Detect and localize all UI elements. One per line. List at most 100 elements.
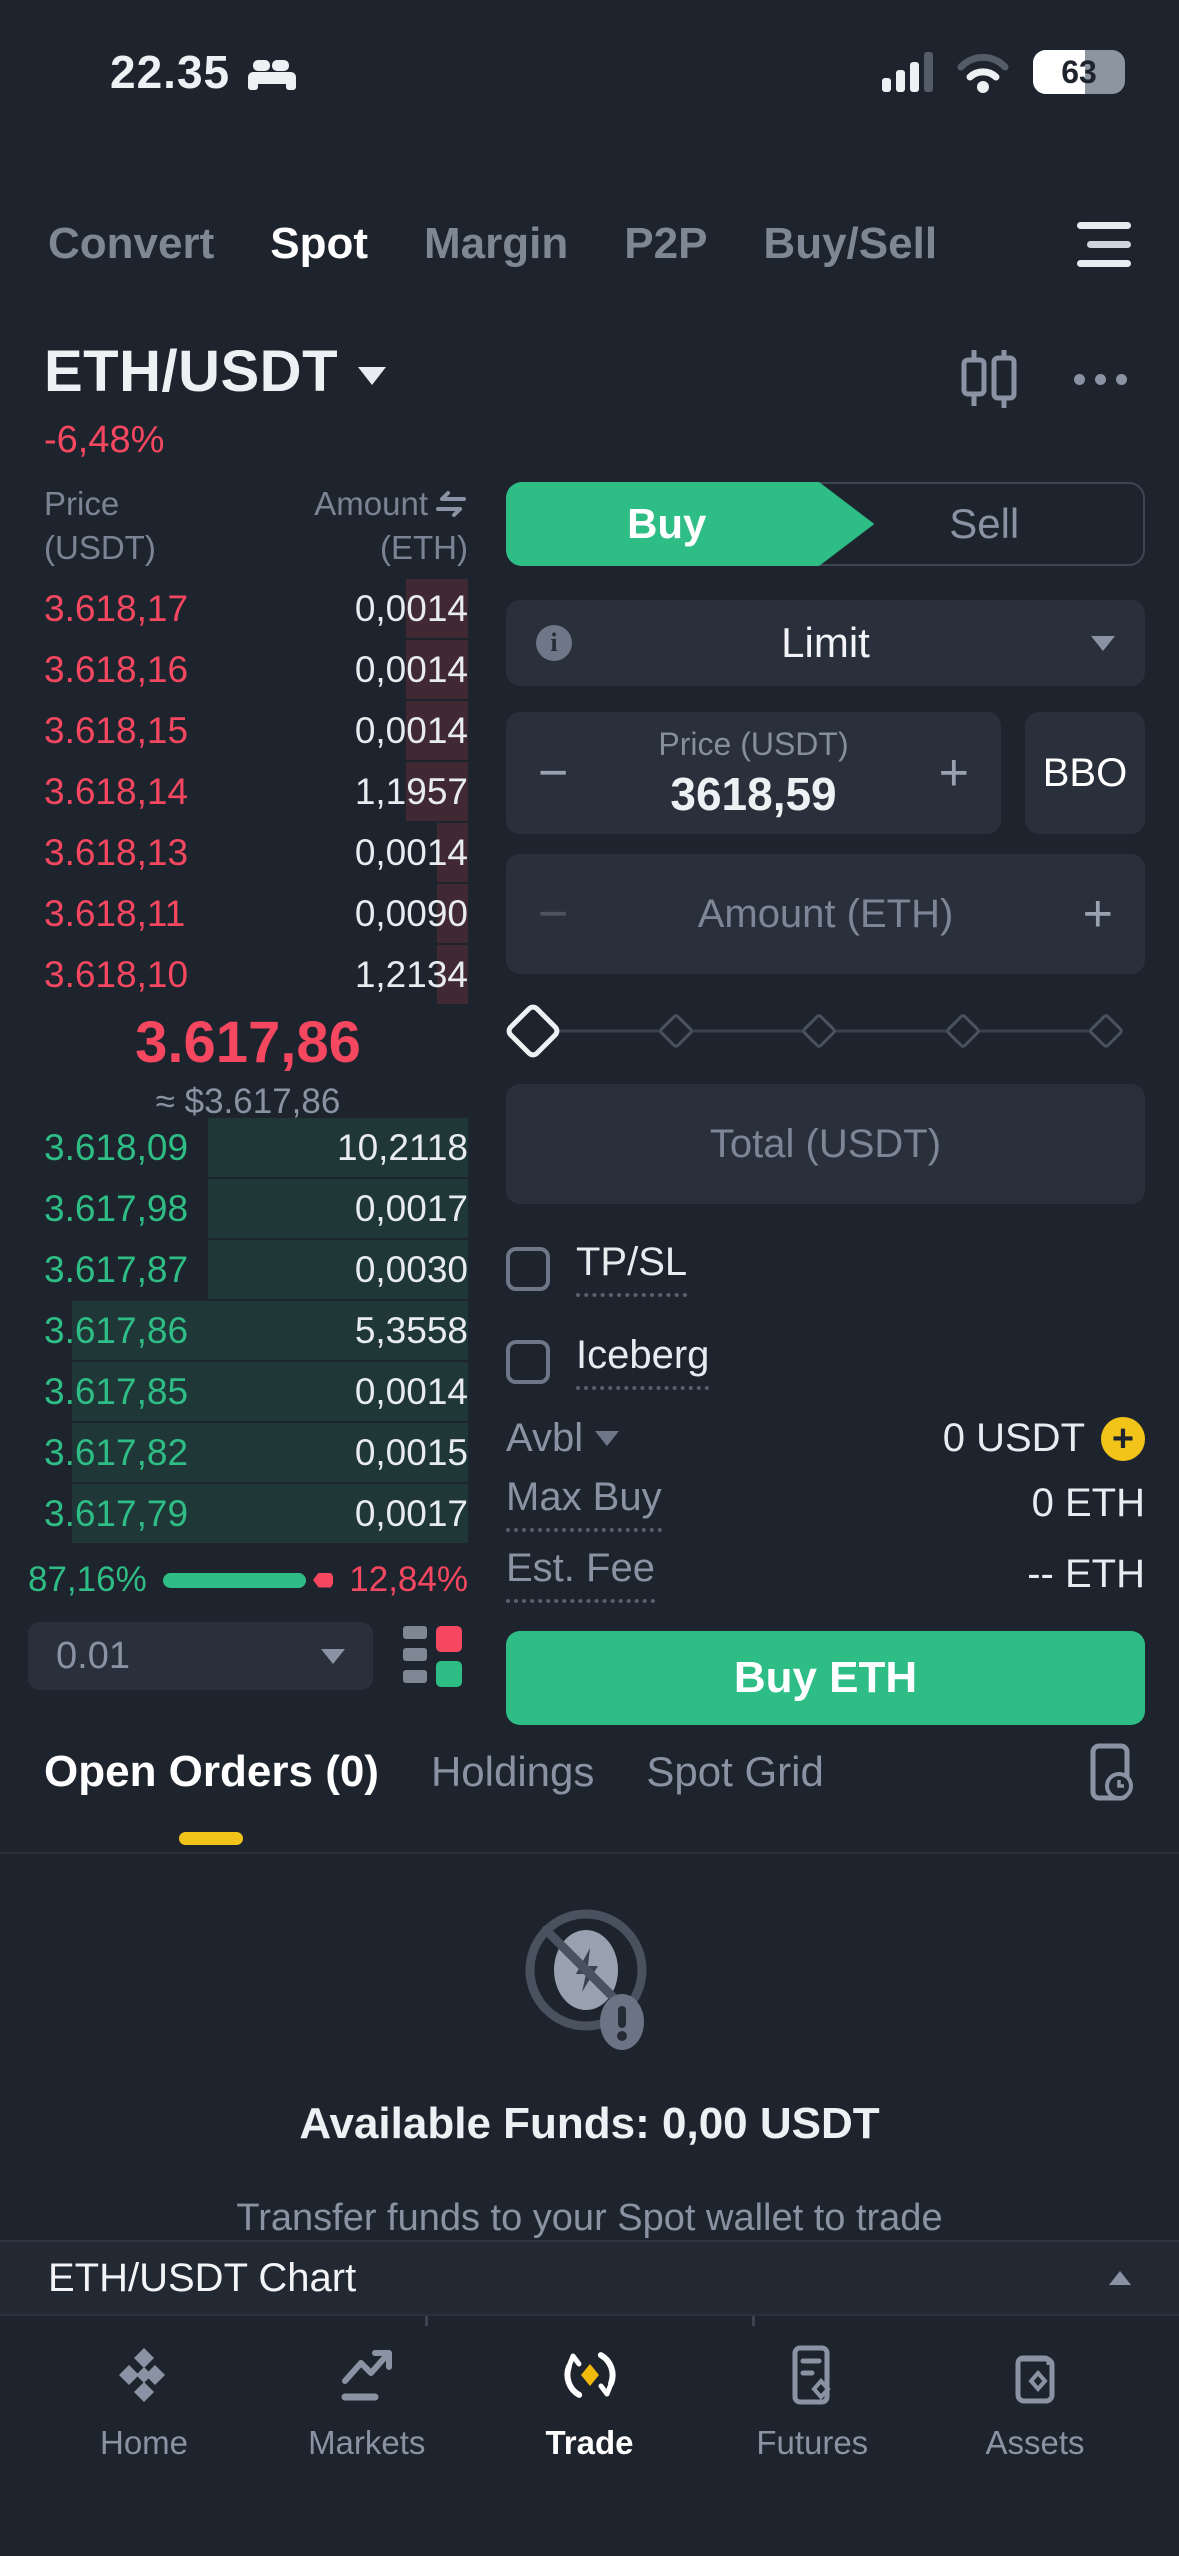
ask-row[interactable]: 3.618,16 0,0014 <box>28 639 468 700</box>
trade-form: Buy Sell i Limit − Price (USDT) 3618,59 … <box>502 482 1145 1725</box>
chart-bar-label: ETH/USDT Chart <box>48 2255 357 2300</box>
side-toggle: Buy Sell <box>506 482 1145 566</box>
tab-margin[interactable]: Margin <box>424 219 569 268</box>
price-change-percent: -6,48% <box>44 419 165 461</box>
tab-buysell[interactable]: Buy/Sell <box>763 219 938 268</box>
max-buy-label[interactable]: Max Buy <box>506 1475 662 1532</box>
slider-step-100[interactable] <box>1087 1012 1125 1050</box>
est-fee-label[interactable]: Est. Fee <box>506 1546 655 1603</box>
futures-icon <box>792 2345 831 2405</box>
chevron-up-icon <box>1109 2271 1131 2285</box>
slider-step-75[interactable] <box>944 1012 981 1050</box>
nav-trade[interactable]: Trade <box>510 2344 670 2556</box>
ask-row[interactable]: 3.618,14 1,1957 <box>28 761 468 822</box>
amount-minus-button[interactable]: − <box>538 885 569 943</box>
ask-row[interactable]: 3.618,10 1,2134 <box>28 944 468 1005</box>
bid-row[interactable]: 3.617,86 5,3558 <box>28 1300 468 1361</box>
tpsl-checkbox[interactable] <box>506 1246 550 1291</box>
book-layout-icon[interactable] <box>403 1625 462 1687</box>
tpsl-label[interactable]: TP/SL <box>576 1240 688 1297</box>
chevron-down-icon <box>1091 635 1115 651</box>
ask-row[interactable]: 3.618,17 0,0014 <box>28 578 468 639</box>
pair-selector[interactable]: ETH/USDT <box>44 338 1127 405</box>
order-book-header: Price (USDT) Amount (ETH) <box>28 482 468 570</box>
price-plus-button[interactable]: + <box>938 744 969 802</box>
sell-tab[interactable]: Sell <box>949 500 1020 547</box>
bid-row[interactable]: 3.617,98 0,0017 <box>28 1178 468 1239</box>
tab-spot-grid[interactable]: Spot Grid <box>646 1748 824 1795</box>
order-type-select[interactable]: i Limit <box>506 600 1145 686</box>
ask-row[interactable]: 3.618,13 0,0014 <box>28 822 468 883</box>
ask-amount: 1,2134 <box>354 953 468 995</box>
bid-row[interactable]: 3.618,09 10,2118 <box>28 1117 468 1178</box>
info-icon[interactable]: i <box>536 625 572 661</box>
ask-amount: 0,0014 <box>354 587 468 629</box>
buy-submit-button[interactable]: Buy ETH <box>506 1631 1145 1725</box>
bid-price: 3.617,79 <box>44 1492 189 1534</box>
price-column-unit: (USDT) <box>44 529 156 566</box>
bid-row[interactable]: 3.617,85 0,0014 <box>28 1361 468 1422</box>
menu-icon[interactable] <box>1077 221 1131 267</box>
total-placeholder: Total (USDT) <box>709 1121 942 1166</box>
nav-futures[interactable]: Futures <box>732 2344 892 2556</box>
bid-amount: 10,2118 <box>337 1126 468 1168</box>
tab-spot[interactable]: Spot <box>270 219 369 268</box>
bbo-button[interactable]: BBO <box>1025 712 1145 834</box>
buy-tab[interactable]: Buy <box>627 500 707 547</box>
slider-step-50[interactable] <box>800 1012 838 1050</box>
nav-markets[interactable]: Markets <box>287 2344 447 2556</box>
deposit-button[interactable]: + <box>1101 1416 1145 1461</box>
sell-ratio: 12,84% <box>349 1560 468 1599</box>
tab-p2p[interactable]: P2P <box>624 219 708 268</box>
iceberg-label[interactable]: Iceberg <box>576 1333 710 1390</box>
tab-holdings[interactable]: Holdings <box>430 1748 595 1795</box>
ask-row[interactable]: 3.618,15 0,0014 <box>28 700 468 761</box>
slider-step-25[interactable] <box>657 1012 695 1050</box>
chart-collapse-bar[interactable]: ETH/USDT Chart <box>0 2240 1179 2314</box>
price-input[interactable]: − Price (USDT) 3618,59 + <box>506 712 1001 834</box>
amount-plus-button[interactable]: + <box>1082 885 1113 943</box>
ask-price: 3.618,13 <box>44 831 189 873</box>
bid-row[interactable]: 3.617,79 0,0017 <box>28 1483 468 1544</box>
max-buy-value: 0 ETH <box>1031 1481 1145 1525</box>
iceberg-checkbox[interactable] <box>506 1339 550 1384</box>
swap-unit-icon[interactable] <box>434 491 468 517</box>
candlestick-chart-icon[interactable] <box>960 348 1018 410</box>
last-price-block[interactable]: 3.617,86 ≈ $3.617,86 <box>28 1005 468 1121</box>
cellular-signal-icon <box>882 52 933 92</box>
ask-amount: 0,0014 <box>354 709 468 751</box>
ask-price: 3.618,14 <box>44 770 189 812</box>
buy-segment <box>506 482 875 566</box>
price-input-value: 3618,59 <box>670 767 837 820</box>
pair-header: ETH/USDT -6,48% <box>44 338 1127 462</box>
bid-row[interactable]: 3.617,82 0,0015 <box>28 1422 468 1483</box>
available-funds-message: Available Funds: 0,00 USDT <box>299 2099 880 2148</box>
no-funds-icon <box>525 1909 646 2050</box>
ask-amount: 0,0090 <box>354 892 468 934</box>
market-type-nav: Convert Spot Margin P2P Buy/Sell <box>48 208 1131 280</box>
price-minus-button[interactable]: − <box>538 744 569 802</box>
price-column-header: Price <box>44 485 120 522</box>
bid-price: 3.617,82 <box>44 1431 189 1473</box>
markets-icon <box>341 2350 392 2401</box>
ask-amount: 0,0014 <box>354 648 468 690</box>
amount-input[interactable]: − Amount (ETH) + <box>506 854 1145 974</box>
nav-home[interactable]: Home <box>64 2344 224 2556</box>
more-options-icon[interactable] <box>1074 373 1127 385</box>
amount-percent-slider <box>502 1001 1137 1061</box>
available-balance-selector[interactable]: Avbl <box>506 1416 620 1461</box>
chevron-down-icon <box>321 1648 345 1664</box>
tab-convert[interactable]: Convert <box>48 219 215 268</box>
nav-assets[interactable]: Assets <box>955 2344 1115 2556</box>
slider-handle[interactable] <box>502 1001 563 1061</box>
precision-dropdown[interactable]: 0.01 <box>28 1622 373 1690</box>
tab-open-orders[interactable]: Open Orders (0) <box>44 1747 379 1796</box>
total-input[interactable]: Total (USDT) <box>506 1084 1145 1204</box>
bid-price: 3.617,98 <box>44 1187 189 1229</box>
order-book: Price (USDT) Amount (ETH) 3.618,17 0,0014… <box>28 482 468 1725</box>
bid-amount: 5,3558 <box>354 1309 468 1351</box>
order-history-icon[interactable] <box>1085 1742 1135 1802</box>
ask-price: 3.618,11 <box>44 892 186 934</box>
ask-row[interactable]: 3.618,11 0,0090 <box>28 883 468 944</box>
bid-row[interactable]: 3.617,87 0,0030 <box>28 1239 468 1300</box>
